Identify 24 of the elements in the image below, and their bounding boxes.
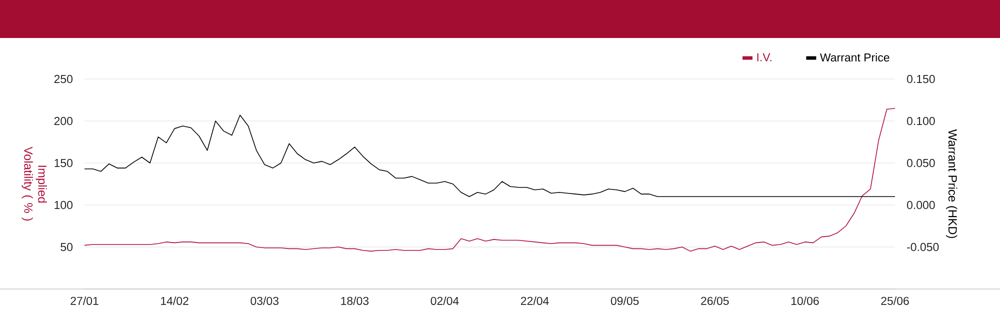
x-tick-label: 10/06 <box>791 296 819 305</box>
x-tick-label: 02/04 <box>430 296 459 305</box>
y2-tick-label: -0.050 <box>907 242 939 252</box>
legend-label: I.V. <box>757 53 772 62</box>
y-tick-label: 50 <box>60 242 73 252</box>
y2-axis-title: Warrant Price (HKD) <box>946 129 958 238</box>
y-tick-label: 100 <box>54 200 73 210</box>
x-tick-label: 22/04 <box>520 296 549 305</box>
x-tick-label: 27/01 <box>70 296 98 305</box>
legend-label: Warrant Price <box>820 53 890 62</box>
y2-tick-label: 0.000 <box>906 200 935 210</box>
y2-tick-label: 0.050 <box>906 158 935 168</box>
y2-tick-label: 0.100 <box>906 116 935 126</box>
x-tick-label: 09/05 <box>610 296 639 305</box>
x-tick-label: 14/02 <box>161 296 188 305</box>
y2-tick-label: 0.150 <box>906 74 935 84</box>
y-tick-label: 200 <box>54 116 73 126</box>
y-tick-label: 150 <box>54 158 73 168</box>
x-tick-label: 25/06 <box>881 296 909 305</box>
y-axis-title: Implied Volatility ( % ) <box>22 146 47 221</box>
x-tick-label: 18/03 <box>341 296 369 305</box>
y-tick-label: 250 <box>54 74 73 84</box>
x-tick-label: 03/03 <box>250 296 278 305</box>
x-tick-label: 26/05 <box>701 296 729 305</box>
